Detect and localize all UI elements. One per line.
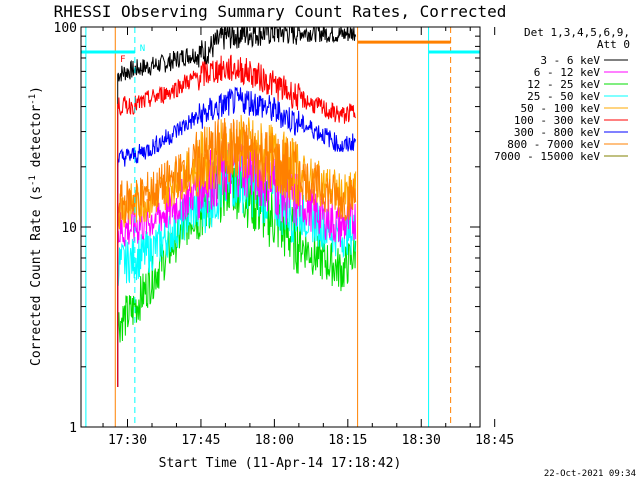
legend-header-line-2: Att 0	[597, 38, 630, 51]
tick-layer	[81, 26, 496, 428]
series-line	[117, 117, 357, 387]
y-tick-label: 100	[54, 21, 77, 36]
legend-label: 7000 - 15000 keV	[494, 150, 600, 163]
legend-header-line-1: Det 1,3,4,5,6,9,	[524, 26, 630, 39]
series-line	[117, 54, 357, 387]
y-tick-labels: 1 10 100	[54, 21, 77, 436]
x-tick-labels: 17:30 17:45 18:00 18:15 18:30 18:45	[108, 433, 514, 448]
y-axis-label: Corrected Count Rate (s-1 detector-1)	[28, 86, 44, 366]
series-line	[117, 86, 357, 387]
y-tick-label: 10	[61, 221, 77, 236]
x-axis-label: Start Time (11-Apr-14 17:18:42)	[159, 456, 402, 471]
render-timestamp: 22-Oct-2021 09:34	[544, 469, 636, 479]
y-axis-label-sup1: -1	[28, 175, 38, 186]
series-line	[117, 27, 357, 387]
legend-label: 50 - 100 keV	[521, 102, 601, 115]
y-axis-label-main: Corrected Count Rate (s	[29, 186, 44, 366]
legend-label: 100 - 300 keV	[514, 114, 600, 127]
y-axis-label-mid: detector	[29, 105, 44, 176]
legend-label: 25 - 50 keV	[527, 90, 600, 103]
x-tick-label: 18:30	[402, 433, 441, 448]
y-axis-label-sup2: -1	[28, 94, 38, 105]
y-tick-label: 1	[69, 421, 77, 436]
series-layer	[117, 27, 357, 387]
marker-n: N	[140, 44, 145, 54]
legend-label: 6 - 12 keV	[534, 66, 601, 79]
y-axis-label-end: )	[29, 86, 44, 94]
x-tick-label: 17:30	[108, 433, 147, 448]
marker-f: F	[120, 55, 125, 65]
legend-label: 300 - 800 keV	[514, 126, 600, 139]
legend-label: 3 - 6 keV	[540, 54, 600, 67]
chart-title: RHESSI Observing Summary Count Rates, Co…	[54, 2, 507, 21]
x-tick-label: 18:00	[255, 433, 294, 448]
legend-label: 12 - 25 keV	[527, 78, 600, 91]
x-tick-label: 18:15	[328, 433, 367, 448]
legend-label: 800 - 7000 keV	[507, 138, 600, 151]
x-tick-label: 18:45	[475, 433, 514, 448]
x-tick-label: 17:45	[181, 433, 220, 448]
